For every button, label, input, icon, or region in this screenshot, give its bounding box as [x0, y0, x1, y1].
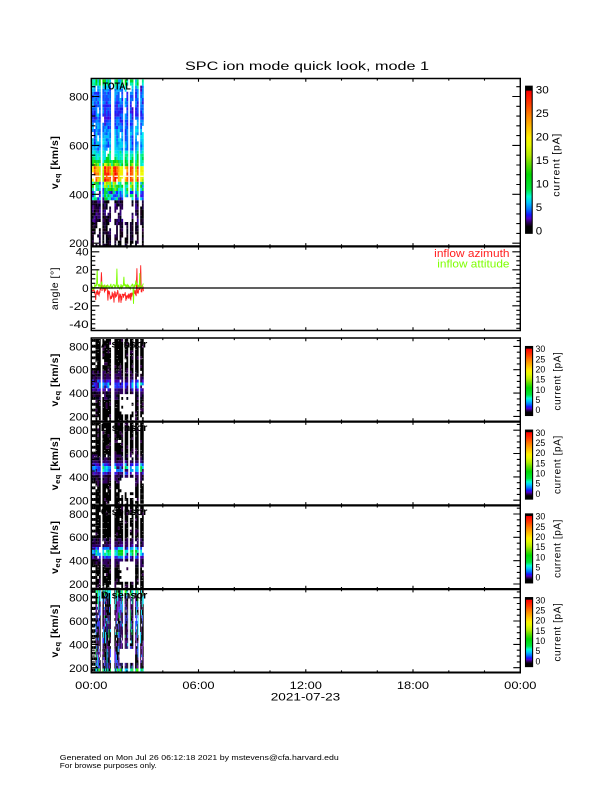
svg-text:800: 800 [69, 509, 89, 521]
svg-text:400: 400 [69, 189, 89, 201]
svg-text:30: 30 [536, 344, 546, 354]
svg-text:-20: -20 [69, 301, 89, 313]
svg-text:0: 0 [536, 405, 541, 415]
svg-text:veq [km/s]: veq [km/s] [49, 136, 62, 189]
svg-text:00:00: 00:00 [504, 680, 536, 692]
svg-text:400: 400 [69, 388, 89, 400]
svg-text:25: 25 [536, 522, 546, 532]
svg-text:800: 800 [69, 593, 89, 605]
svg-text:0: 0 [82, 283, 89, 295]
svg-text:15: 15 [536, 375, 546, 385]
svg-text:200: 200 [69, 495, 89, 507]
svg-text:30: 30 [536, 512, 546, 522]
svg-text:400: 400 [69, 639, 89, 651]
svg-text:25: 25 [536, 108, 549, 120]
svg-text:15: 15 [536, 626, 546, 636]
svg-text:600: 600 [69, 448, 89, 460]
svg-text:current [pA]: current [pA] [551, 133, 563, 197]
svg-text:current [pA]: current [pA] [553, 519, 564, 578]
svg-text:veq [km/s]: veq [km/s] [49, 353, 62, 406]
svg-text:current [pA]: current [pA] [553, 352, 564, 411]
svg-text:5: 5 [536, 395, 541, 405]
svg-text:2021-07-23: 2021-07-23 [271, 692, 341, 704]
svg-text:D sensor: D sensor [101, 590, 148, 602]
svg-text:10: 10 [536, 385, 546, 395]
svg-text:inflow attitude: inflow attitude [437, 258, 509, 270]
svg-text:veq [km/s]: veq [km/s] [49, 437, 62, 490]
svg-text:06:00: 06:00 [182, 680, 214, 692]
svg-text:15: 15 [536, 458, 546, 468]
svg-text:00:00: 00:00 [75, 680, 107, 692]
svg-text:25: 25 [536, 606, 546, 616]
svg-text:5: 5 [536, 646, 541, 656]
svg-text:400: 400 [69, 556, 89, 568]
svg-text:18:00: 18:00 [397, 680, 429, 692]
svg-text:angle [°]: angle [°] [49, 267, 61, 310]
svg-text:600: 600 [69, 532, 89, 544]
svg-text:30: 30 [536, 595, 546, 605]
svg-text:0: 0 [536, 656, 541, 666]
svg-text:Generated on Mon Jul 26 06:12:: Generated on Mon Jul 26 06:12:18 2021 by… [60, 753, 339, 762]
svg-text:A sensor: A sensor [101, 339, 148, 351]
svg-text:12:00: 12:00 [290, 680, 322, 692]
svg-text:30: 30 [536, 84, 549, 96]
svg-text:200: 200 [69, 238, 89, 250]
svg-text:SPC ion mode quick look, mode: SPC ion mode quick look, mode 1 [185, 61, 429, 73]
svg-text:C sensor: C sensor [101, 506, 148, 518]
svg-text:25: 25 [536, 438, 546, 448]
svg-text:20: 20 [76, 265, 89, 277]
svg-text:veq [km/s]: veq [km/s] [49, 604, 62, 657]
svg-text:600: 600 [69, 140, 89, 152]
svg-text:400: 400 [69, 472, 89, 484]
svg-text:TOTAL: TOTAL [103, 80, 131, 92]
svg-text:B sensor: B sensor [101, 422, 148, 434]
svg-text:10: 10 [536, 178, 549, 190]
svg-text:inflow azimuth: inflow azimuth [434, 248, 509, 260]
svg-text:20: 20 [536, 616, 546, 626]
svg-text:5: 5 [536, 202, 542, 214]
svg-text:0: 0 [536, 489, 541, 499]
svg-text:5: 5 [536, 562, 541, 572]
svg-text:600: 600 [69, 365, 89, 377]
svg-text:800: 800 [69, 425, 89, 437]
svg-text:20: 20 [536, 365, 546, 375]
svg-text:30: 30 [536, 428, 546, 438]
svg-text:800: 800 [69, 341, 89, 353]
svg-text:20: 20 [536, 532, 546, 542]
svg-text:15: 15 [536, 542, 546, 552]
svg-text:0: 0 [536, 225, 542, 237]
svg-text:veq [km/s]: veq [km/s] [49, 520, 62, 573]
svg-text:0: 0 [536, 573, 541, 583]
svg-text:15: 15 [536, 155, 549, 167]
svg-text:600: 600 [69, 616, 89, 628]
svg-text:5: 5 [536, 479, 541, 489]
svg-text:10: 10 [536, 552, 546, 562]
svg-text:800: 800 [69, 91, 89, 103]
svg-text:20: 20 [536, 131, 549, 143]
svg-text:For browse purposes only.: For browse purposes only. [60, 761, 157, 770]
svg-text:200: 200 [69, 412, 89, 424]
svg-text:40: 40 [76, 247, 89, 259]
svg-text:20: 20 [536, 448, 546, 458]
svg-text:10: 10 [536, 636, 546, 646]
svg-text:200: 200 [69, 663, 89, 675]
svg-text:-40: -40 [69, 319, 89, 331]
svg-text:10: 10 [536, 469, 546, 479]
svg-text:current [pA]: current [pA] [553, 603, 564, 662]
svg-text:200: 200 [69, 579, 89, 591]
svg-text:25: 25 [536, 354, 546, 364]
svg-text:current [pA]: current [pA] [553, 435, 564, 494]
